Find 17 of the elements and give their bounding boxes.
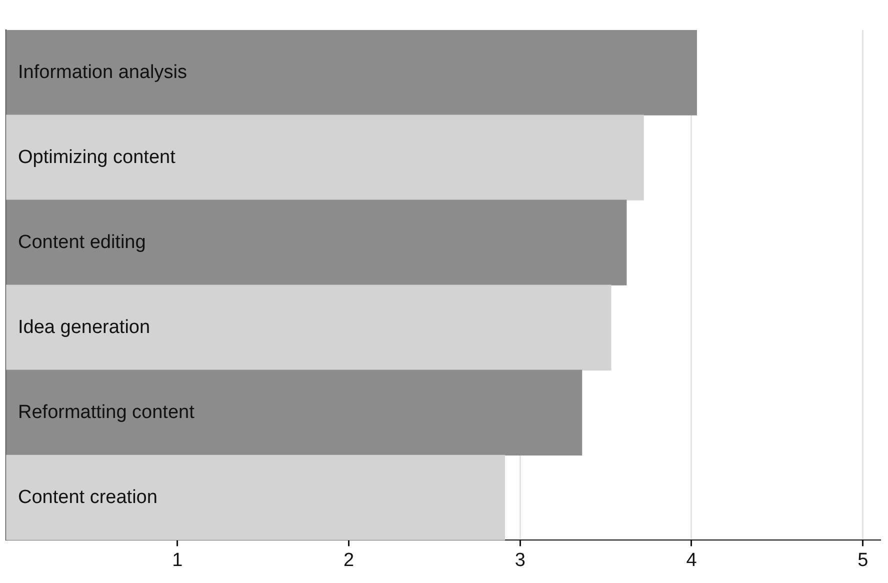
bar [6, 454, 506, 540]
bar [6, 30, 697, 116]
y-tick-label: Information analysis [18, 62, 187, 83]
y-tick-label: Content creation [18, 486, 158, 508]
bar [6, 370, 582, 456]
bar [6, 284, 612, 370]
x-tick-label: 1 [172, 550, 183, 571]
x-tick-label: 3 [514, 550, 526, 571]
x-tick-label: 4 [686, 550, 698, 571]
y-tick-label: Optimizing content [18, 146, 176, 168]
bar [6, 114, 644, 200]
x-tick-label: 2 [343, 550, 354, 571]
y-tick-label: Reformatting content [18, 402, 196, 423]
y-tick-label: Idea generation [18, 316, 150, 338]
x-tick-label: 5 [858, 550, 868, 571]
bar [6, 200, 627, 286]
y-tick-label: Content editing [18, 232, 146, 253]
